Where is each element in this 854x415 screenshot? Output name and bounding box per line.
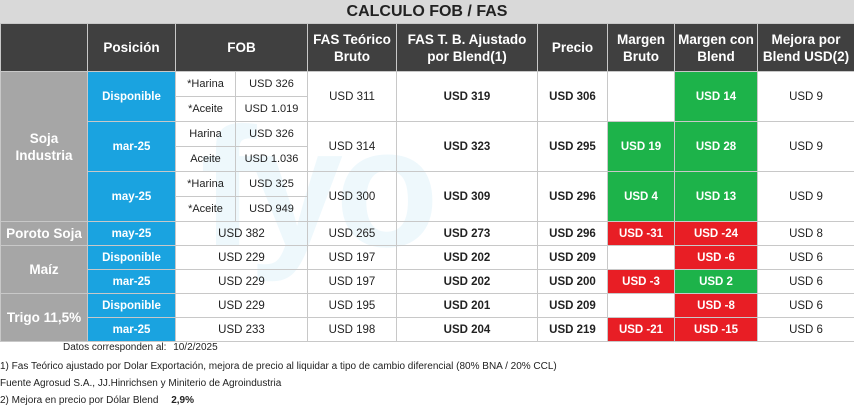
mejora-value: USD 6 [757,245,854,270]
position-cell: Disponible [87,293,176,318]
product-label: *Aceite [175,96,236,122]
fob-value: USD 229 [175,245,308,270]
mejora-value: USD 6 [757,269,854,294]
header-precio: Precio [537,23,608,72]
precio-value: USD 219 [537,317,608,342]
margen-blend-value: USD -8 [674,293,758,318]
date-value: 10/2/2025 [173,342,218,353]
margen-blend-value: USD -6 [674,245,758,270]
product-label: *Harina [175,171,236,197]
footnote-2: 2) Mejora en precio por Dólar Blend 2,9% [0,395,194,406]
fas-ajustado-value: USD 319 [396,71,538,122]
precio-value: USD 209 [537,245,608,270]
header-margen-bruto: Margen Bruto [607,23,675,72]
position-cell: mar-25 [87,121,176,172]
precio-value: USD 200 [537,269,608,294]
fas-teorico-value: USD 198 [307,317,397,342]
group-poroto-soja: Poroto Soja [0,221,88,246]
fob-value: USD 1.019 [235,96,308,122]
footnote-2-label: 2) Mejora en precio por Dólar Blend [0,395,159,406]
fas-ajustado-value: USD 323 [396,121,538,172]
mejora-value: USD 8 [757,221,854,246]
product-label: *Harina [175,71,236,97]
margen-bruto-value: USD -3 [607,269,675,294]
margen-bruto-value: USD 4 [607,171,675,222]
date-label: Datos corresponden al: [63,342,167,353]
fas-ajustado-value: USD 202 [396,245,538,270]
group-maiz: Maíz [0,245,88,294]
fas-ajustado-value: USD 204 [396,317,538,342]
fob-value: USD 382 [175,221,308,246]
fas-teorico-value: USD 265 [307,221,397,246]
fob-value: USD 229 [175,293,308,318]
fob-fas-table: Posición FOB FAS Teórico Bruto FAS T. B.… [0,23,854,342]
mejora-value: USD 9 [757,121,854,172]
fob-value: USD 233 [175,317,308,342]
margen-blend-value: USD 14 [674,71,758,122]
position-cell: Disponible [87,245,176,270]
product-label: *Aceite [175,196,236,222]
position-cell: mar-25 [87,269,176,294]
header-mejora: Mejora por Blend USD(2) [757,23,854,72]
header-blank [0,23,88,72]
precio-value: USD 209 [537,293,608,318]
position-cell: mar-25 [87,317,176,342]
header-margen-blend: Margen con Blend [674,23,758,72]
margen-blend-value: USD 2 [674,269,758,294]
fob-value: USD 1.036 [235,146,308,172]
fas-teorico-value: USD 197 [307,269,397,294]
fas-ajustado-value: USD 201 [396,293,538,318]
position-cell: Disponible [87,71,176,122]
fas-ajustado-value: USD 202 [396,269,538,294]
fas-teorico-value: USD 195 [307,293,397,318]
footnote-1: 1) Fas Teórico ajustado por Dolar Export… [0,361,557,372]
margen-bruto-value: USD -31 [607,221,675,246]
blend-percentage: 2,9% [171,395,194,406]
fob-value: USD 229 [175,269,308,294]
margen-blend-value: USD 13 [674,171,758,222]
precio-value: USD 296 [537,221,608,246]
mejora-value: USD 9 [757,71,854,122]
fob-value: USD 326 [235,71,308,97]
margen-bruto-value [607,245,675,270]
margen-bruto-value [607,293,675,318]
group-trigo: Trigo 11,5% [0,293,88,342]
position-cell: may-25 [87,221,176,246]
mejora-value: USD 6 [757,317,854,342]
fas-ajustado-value: USD 309 [396,171,538,222]
source-note: Fuente Agrosud S.A., JJ.Hinrichsen y Min… [0,378,282,389]
fas-ajustado-value: USD 273 [396,221,538,246]
margen-blend-value: USD -24 [674,221,758,246]
header-fas-teorico: FAS Teórico Bruto [307,23,397,72]
margen-bruto-value [607,71,675,122]
margen-bruto-value: USD 19 [607,121,675,172]
header-posicion: Posición [87,23,176,72]
fas-teorico-value: USD 300 [307,171,397,222]
mejora-value: USD 6 [757,293,854,318]
precio-value: USD 296 [537,171,608,222]
precio-value: USD 295 [537,121,608,172]
margen-blend-value: USD -15 [674,317,758,342]
group-soja-industria: Soja Industria [0,71,88,222]
position-cell: may-25 [87,171,176,222]
precio-value: USD 306 [537,71,608,122]
product-label: Aceite [175,146,236,172]
fas-teorico-value: USD 197 [307,245,397,270]
fob-value: USD 949 [235,196,308,222]
header-fob: FOB [175,23,308,72]
fas-teorico-value: USD 311 [307,71,397,122]
fas-teorico-value: USD 314 [307,121,397,172]
header-fas-ajustado: FAS T. B. Ajustado por Blend(1) [396,23,538,72]
margen-bruto-value: USD -21 [607,317,675,342]
product-label: Harina [175,121,236,147]
date-note: Datos corresponden al: 10/2/2025 [63,342,218,353]
fob-value: USD 325 [235,171,308,197]
fob-value: USD 326 [235,121,308,147]
mejora-value: USD 9 [757,171,854,222]
table-title: CALCULO FOB / FAS [0,0,854,23]
margen-blend-value: USD 28 [674,121,758,172]
